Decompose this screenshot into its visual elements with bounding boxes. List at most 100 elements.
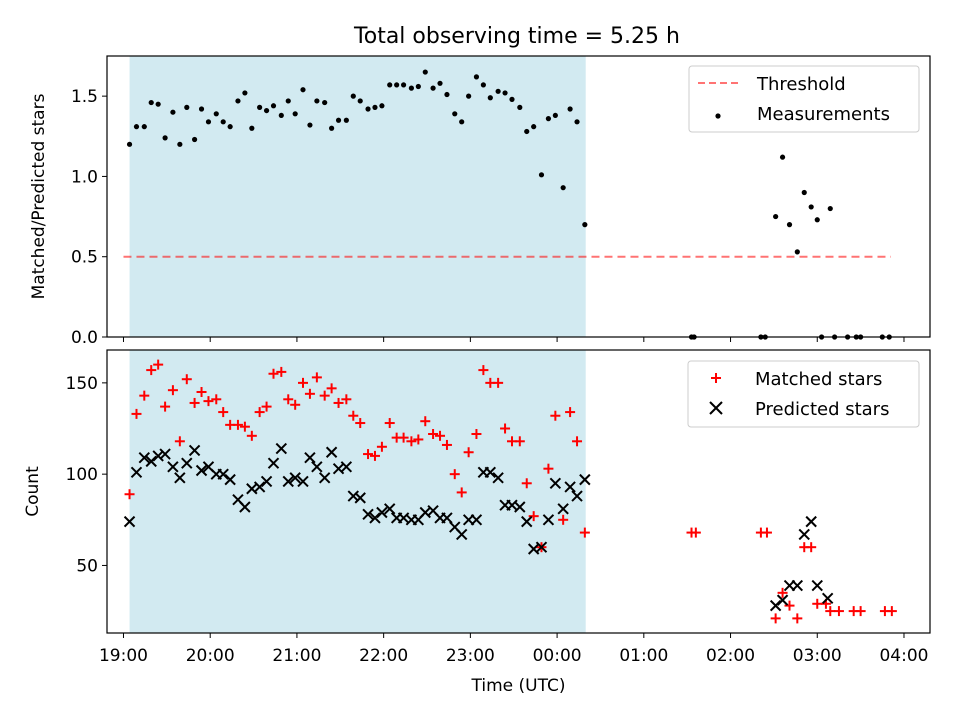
bottom-x-axis-ticks: 19:00 20:00 21:00 22:00 23:00 00:00 01:00 02:00… bbox=[99, 633, 928, 666]
x-axis-label: Time (UTC) bbox=[471, 676, 566, 696]
measurement-point bbox=[133, 124, 140, 130]
measurement-point bbox=[545, 116, 552, 122]
x-tick-label: 03:00 bbox=[793, 646, 842, 666]
matched-star-point bbox=[139, 390, 150, 401]
predicted-star-point bbox=[174, 472, 186, 484]
matched-star-point bbox=[189, 397, 200, 408]
predicted-star-point-b bbox=[167, 461, 179, 473]
predicted-star-point-b bbox=[217, 468, 229, 480]
measurement-point bbox=[430, 85, 436, 91]
predicted-star-point-b bbox=[138, 452, 150, 464]
predicted-star-point bbox=[130, 466, 143, 479]
measurement-point bbox=[509, 96, 515, 102]
predicted-star-point bbox=[805, 515, 817, 528]
measurement-point bbox=[191, 136, 198, 143]
predicted-star-point bbox=[549, 477, 562, 489]
measurement-point bbox=[422, 69, 428, 75]
measurement-point bbox=[779, 154, 786, 160]
predicted-star-point-b bbox=[542, 514, 555, 526]
predicted-star-point-b bbox=[311, 461, 323, 473]
predicted-star-point-b bbox=[419, 506, 431, 519]
predicted-star-point bbox=[159, 448, 171, 460]
measurement-point bbox=[487, 95, 493, 101]
matched-star-point bbox=[792, 613, 803, 624]
matched-star-point bbox=[855, 606, 866, 617]
matched-star-point bbox=[550, 410, 561, 421]
predicted-star-point bbox=[253, 481, 266, 493]
predicted-star-point-b bbox=[253, 481, 266, 493]
measurement-point bbox=[473, 74, 480, 80]
matched-star-point bbox=[449, 469, 460, 480]
measurement-point bbox=[480, 82, 486, 88]
predicted-star-point-b bbox=[821, 592, 834, 605]
measurement-point bbox=[329, 125, 335, 131]
predicted-star-point bbox=[289, 472, 301, 484]
matched-star-point bbox=[770, 613, 781, 624]
legend-matched-label: Matched stars bbox=[755, 369, 882, 390]
predicted-star-point bbox=[769, 599, 782, 612]
measurement-point bbox=[177, 141, 183, 147]
predicted-star-point-b bbox=[145, 455, 157, 468]
measurement-point bbox=[574, 119, 580, 125]
top-x-axis-ticks bbox=[122, 337, 905, 342]
matched-star-point bbox=[283, 394, 294, 405]
predicted-star-point-b bbox=[282, 475, 294, 488]
matched-star-point bbox=[341, 394, 352, 405]
matched-star-point bbox=[326, 383, 337, 394]
predicted-star-point-b bbox=[369, 512, 381, 524]
legend-measurements-swatch bbox=[715, 113, 721, 119]
matched-star-point bbox=[384, 418, 395, 429]
predicted-star-point bbox=[138, 452, 150, 464]
predicted-star-point-b bbox=[441, 512, 453, 524]
predicted-star-point-b bbox=[535, 541, 548, 553]
measurement-point bbox=[466, 93, 472, 99]
predicted-star-point bbox=[514, 501, 526, 513]
bottom-y-tick-label: 150 bbox=[66, 374, 98, 394]
predicted-star-point-b bbox=[514, 501, 526, 513]
predicted-star-point-b bbox=[275, 442, 288, 455]
measurement-point bbox=[814, 217, 820, 223]
predicted-star-point-b bbox=[224, 473, 236, 486]
predicted-star-point-b bbox=[267, 457, 280, 469]
predicted-star-point bbox=[484, 466, 497, 479]
predicted-star-point-b bbox=[260, 475, 273, 488]
matched-star-point bbox=[261, 401, 272, 412]
measurement-point bbox=[495, 88, 501, 94]
top-y-tick-label: 1.0 bbox=[71, 167, 98, 187]
measurement-point bbox=[560, 185, 566, 191]
predicted-star-point-b bbox=[340, 461, 353, 473]
measurement-point bbox=[808, 204, 814, 210]
predicted-star-point bbox=[217, 468, 229, 480]
bottom-legend: Matched stars Predicted stars bbox=[687, 360, 920, 428]
predicted-star-point-b bbox=[318, 472, 331, 484]
measurement-point bbox=[141, 124, 147, 130]
predicted-star-point bbox=[492, 472, 504, 484]
measurement-point bbox=[357, 98, 363, 104]
legend-predicted-swatch bbox=[709, 401, 723, 415]
x-tick-label: 22:00 bbox=[359, 646, 408, 666]
measurement-point bbox=[394, 82, 400, 88]
matched-star-point bbox=[761, 527, 772, 538]
measurement-point bbox=[400, 82, 407, 88]
measurement-point bbox=[444, 91, 450, 98]
matched-star-point bbox=[297, 377, 308, 388]
predicted-star-point bbox=[354, 492, 366, 504]
measurement-point bbox=[220, 119, 226, 125]
predicted-star-point bbox=[557, 503, 569, 515]
predicted-star-point bbox=[181, 457, 193, 469]
measurement-point bbox=[322, 99, 328, 106]
predicted-star-point bbox=[369, 512, 381, 524]
legend-matched-swatch bbox=[711, 373, 721, 383]
predicted-star-point-b bbox=[492, 472, 504, 484]
x-tick-label: 04:00 bbox=[879, 646, 928, 666]
matched-star-point bbox=[558, 514, 569, 525]
matched-star-point bbox=[428, 428, 439, 439]
predicted-star-point-b bbox=[152, 450, 164, 462]
predicted-star-point bbox=[535, 541, 548, 553]
predicted-stars-points bbox=[123, 442, 834, 612]
measurement-point bbox=[235, 98, 241, 104]
predicted-star-point bbox=[791, 579, 804, 592]
measurement-point bbox=[415, 83, 421, 90]
matched-star-point bbox=[369, 450, 380, 461]
predicted-star-point bbox=[260, 475, 273, 488]
